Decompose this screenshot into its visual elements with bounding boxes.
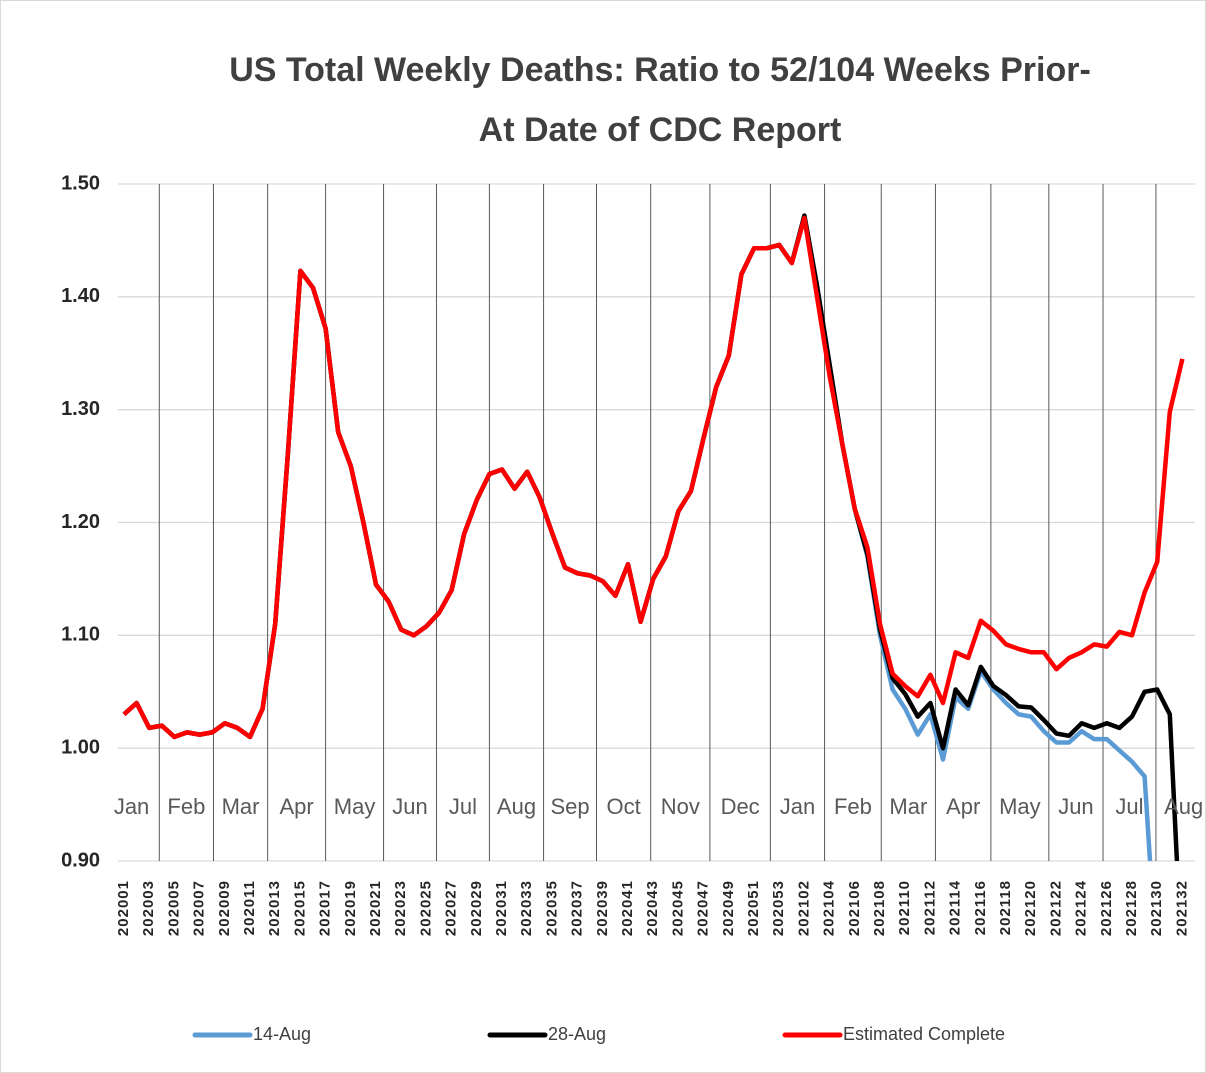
chart-title: At Date of CDC Report	[479, 111, 842, 149]
y-tick-label: 1.50	[61, 172, 100, 194]
x-tick-label: 202013	[266, 880, 283, 936]
x-tick-label: 202132	[1173, 880, 1190, 936]
month-label: Jan	[114, 794, 149, 819]
x-tick-label: 202120	[1022, 880, 1039, 936]
x-tick-label: 202037	[569, 880, 586, 936]
month-label: May	[999, 794, 1041, 819]
y-tick-label: 1.20	[61, 511, 100, 533]
month-label: Jul	[449, 794, 477, 819]
x-tick-label: 202015	[291, 880, 308, 936]
month-label: Dec	[721, 794, 760, 819]
x-tick-label: 202035	[543, 880, 560, 936]
month-label: Mar	[222, 794, 260, 819]
x-tick-label: 202009	[216, 880, 233, 936]
month-label: Oct	[606, 794, 640, 819]
x-tick-label: 202033	[518, 880, 535, 936]
x-tick-label: 202106	[846, 880, 863, 936]
x-tick-label: 202045	[669, 880, 686, 936]
x-tick-label: 202039	[594, 880, 611, 936]
x-tick-label: 202043	[644, 880, 661, 936]
x-tick-label: 202108	[871, 880, 888, 936]
legend-label: Estimated Complete	[843, 1024, 1005, 1044]
x-tick-label: 202051	[745, 880, 762, 936]
month-label: Jul	[1115, 794, 1143, 819]
chart-title: US Total Weekly Deaths: Ratio to 52/104 …	[229, 51, 1091, 89]
x-tick-label: 202053	[770, 880, 787, 936]
month-label: Apr	[279, 794, 313, 819]
x-tick-label: 202049	[720, 880, 737, 936]
month-label: Sep	[550, 794, 589, 819]
month-label: Mar	[889, 794, 927, 819]
x-tick-label: 202027	[443, 880, 460, 936]
month-label: Aug	[497, 794, 536, 819]
x-tick-label: 202019	[342, 880, 359, 936]
x-tick-label: 202029	[468, 880, 485, 936]
month-label: May	[334, 794, 376, 819]
x-tick-label: 202017	[317, 880, 334, 936]
x-tick-label: 202007	[191, 880, 208, 936]
x-tick-label: 202041	[619, 880, 636, 936]
x-tick-label: 202124	[1073, 880, 1090, 936]
y-tick-label: 1.10	[61, 624, 100, 646]
x-tick-label: 202122	[1047, 880, 1064, 936]
legend-label: 14-Aug	[253, 1024, 311, 1044]
x-tick-label: 202104	[821, 880, 838, 936]
x-tick-label: 202005	[165, 880, 182, 936]
x-tick-label: 202102	[795, 880, 812, 936]
x-tick-label: 202031	[493, 880, 510, 936]
month-label: Apr	[946, 794, 980, 819]
x-tick-label: 202112	[921, 880, 938, 935]
x-tick-label: 202025	[417, 880, 434, 936]
y-tick-label: 1.30	[61, 398, 100, 420]
x-tick-label: 202130	[1148, 880, 1165, 936]
y-tick-label: 0.90	[61, 849, 100, 871]
y-tick-label: 1.40	[61, 285, 100, 307]
legend-label: 28-Aug	[548, 1024, 606, 1044]
month-label: Feb	[834, 794, 872, 819]
x-tick-label: 202047	[695, 880, 712, 936]
month-label: Jun	[1058, 794, 1093, 819]
series-line	[122, 215, 1185, 740]
x-tick-label: 202126	[1098, 880, 1115, 936]
x-tick-label: 202118	[997, 880, 1014, 935]
x-tick-label: 202001	[115, 880, 132, 936]
x-tick-label: 202023	[392, 880, 409, 936]
x-tick-label: 202114	[947, 880, 964, 935]
month-label: Nov	[661, 794, 700, 819]
month-label: Jun	[392, 794, 427, 819]
x-tick-label: 202116	[972, 880, 989, 935]
month-label: Aug	[1164, 794, 1203, 819]
y-tick-label: 1.00	[61, 736, 100, 758]
x-tick-label: 202003	[140, 880, 157, 936]
month-label: Feb	[167, 794, 205, 819]
month-label: Jan	[780, 794, 815, 819]
x-tick-label: 202011	[241, 880, 258, 935]
x-tick-label: 202128	[1123, 880, 1140, 936]
x-tick-label: 202021	[367, 880, 384, 936]
x-tick-label: 202110	[896, 880, 913, 935]
